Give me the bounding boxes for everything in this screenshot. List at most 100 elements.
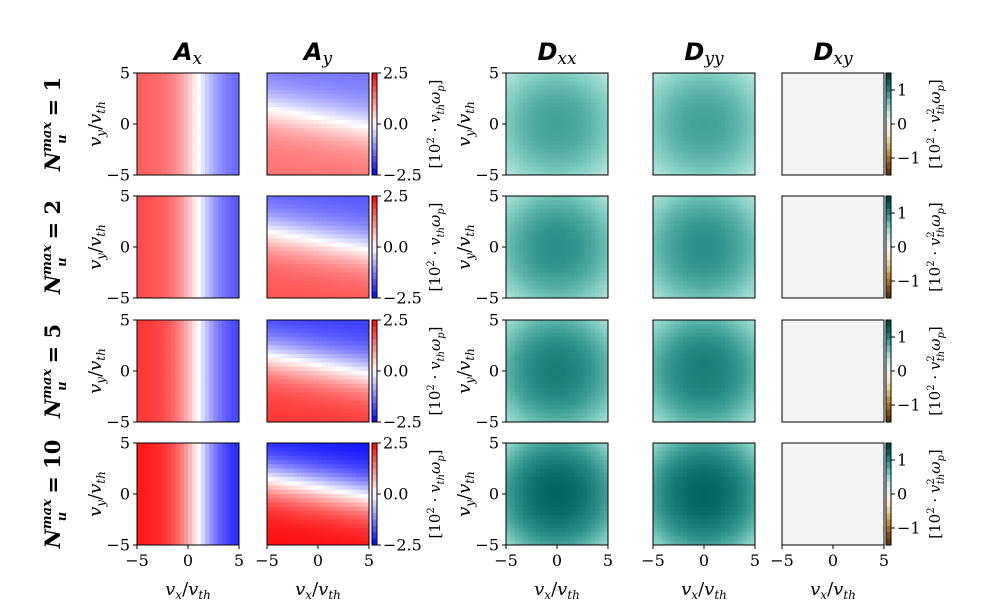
heatmap-cell <box>561 272 567 278</box>
heatmap-cell <box>209 204 215 210</box>
heatmap-cell <box>540 238 545 244</box>
heatmap-cell <box>292 136 298 142</box>
heatmap-cell <box>343 234 349 240</box>
heatmap-cell <box>657 289 663 295</box>
heatmap-cell <box>807 115 813 121</box>
heatmap-cell <box>230 247 236 252</box>
heatmap-cell <box>790 158 796 163</box>
heatmap-cell <box>226 158 232 163</box>
heatmap-cell <box>674 234 680 240</box>
heatmap-cell <box>309 234 315 240</box>
heatmap-cell <box>145 268 151 274</box>
heatmap-cell <box>820 141 826 146</box>
heatmap-cell <box>296 85 302 91</box>
heatmap-cell <box>284 81 289 87</box>
heatmap-cell <box>309 196 315 201</box>
heatmap-cell <box>347 119 353 125</box>
heatmap-cell <box>356 98 362 104</box>
heatmap-cell <box>678 238 684 244</box>
heatmap-cell <box>535 77 541 83</box>
heatmap-cell <box>296 94 302 100</box>
heatmap-cell <box>166 208 172 214</box>
heatmap-cell <box>527 285 533 291</box>
heatmap-cell <box>275 221 281 227</box>
heatmap-cell <box>196 115 202 121</box>
heatmap-cell <box>837 124 843 129</box>
heatmap-cell <box>275 153 281 159</box>
heatmap-cell <box>352 238 357 244</box>
heatmap-cell <box>305 272 311 278</box>
heatmap-cell <box>196 293 202 298</box>
heatmap-cell <box>305 196 311 201</box>
heatmap-cell <box>704 247 709 252</box>
heatmap-cell <box>279 230 285 235</box>
heatmap-cell <box>582 132 588 138</box>
heatmap-cell <box>213 94 219 100</box>
heatmap-cell <box>154 289 159 295</box>
heatmap-cell <box>527 208 533 214</box>
heatmap-cell <box>352 208 357 214</box>
heatmap-cell <box>166 170 172 175</box>
heatmap-cell <box>845 111 851 117</box>
heatmap-cell <box>209 145 215 151</box>
heatmap-cell <box>192 119 198 125</box>
heatmap-cell <box>292 247 298 252</box>
heatmap-cell <box>162 230 168 235</box>
heatmap-cell <box>653 85 658 91</box>
heatmap-cell <box>565 225 571 231</box>
heatmap-cell <box>292 276 298 282</box>
heatmap-cell <box>729 115 735 121</box>
heatmap-cell <box>326 102 332 108</box>
heatmap-cell <box>591 281 596 286</box>
heatmap-cell <box>226 272 232 278</box>
heatmap-cell <box>166 200 172 206</box>
heatmap-cell <box>687 124 692 129</box>
heatmap-cell <box>582 149 588 155</box>
heatmap-cell <box>665 111 671 117</box>
heatmap-cell <box>816 73 821 78</box>
heatmap-cell <box>175 242 181 248</box>
heatmap-cell <box>309 153 315 159</box>
heatmap-cell <box>162 268 168 274</box>
heatmap-cell <box>514 124 520 129</box>
heatmap-cell <box>661 94 667 100</box>
heatmap-cell <box>213 115 219 121</box>
heatmap-cell <box>188 221 193 227</box>
heatmap-cell <box>322 242 328 248</box>
heatmap-cell <box>544 81 550 87</box>
heatmap-cell <box>657 128 663 134</box>
heatmap-cell <box>188 119 193 125</box>
heatmap-cell <box>582 111 588 117</box>
heatmap-cell <box>171 285 176 291</box>
heatmap-cell <box>678 149 684 155</box>
heatmap-cell <box>786 132 792 138</box>
heatmap-cell <box>360 141 366 146</box>
heatmap-cell <box>858 85 864 91</box>
heatmap-cell <box>820 102 826 108</box>
heatmap-cell <box>871 81 877 87</box>
heatmap-cell <box>318 234 323 240</box>
heatmap-cell <box>811 145 817 151</box>
heatmap-cell <box>578 170 584 175</box>
heatmap-cell <box>811 128 817 134</box>
heatmap-cell <box>356 238 362 244</box>
heatmap-cell <box>591 170 596 175</box>
heatmap-cell <box>364 289 369 295</box>
heatmap-cell <box>845 81 851 87</box>
heatmap-cell <box>313 81 319 87</box>
heatmap-cell <box>313 230 319 235</box>
heatmap-cell <box>154 217 159 223</box>
heatmap-cell <box>339 293 345 298</box>
heatmap-cell <box>552 115 558 121</box>
heatmap-cell <box>175 115 181 121</box>
heatmap-cell <box>782 128 787 134</box>
heatmap-cell <box>599 119 605 125</box>
heatmap-cell <box>166 285 172 291</box>
heatmap-cell <box>296 255 302 261</box>
heatmap-cell <box>343 272 349 278</box>
heatmap-cell <box>154 141 159 146</box>
heatmap-cell <box>137 276 142 282</box>
heatmap-cell <box>565 285 571 291</box>
heatmap-cell <box>514 145 520 151</box>
heatmap-cell <box>582 90 588 95</box>
